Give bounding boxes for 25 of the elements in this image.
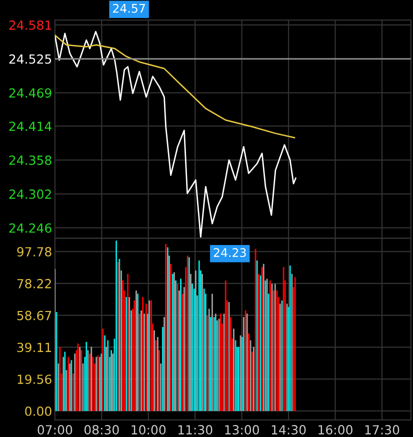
annotation: 24.57 — [113, 4, 145, 13]
y-tick-label: 24.469 — [9, 88, 52, 98]
annotation: 24.23 — [214, 248, 246, 258]
line-series — [54, 34, 296, 138]
y-tick-label: 0.00 — [25, 406, 52, 416]
y-tick-label: 24.302 — [9, 189, 51, 199]
line-series — [54, 30, 296, 238]
x-tick-label: 17:30 — [365, 425, 400, 434]
y-tick-label: 19.56 — [18, 374, 52, 384]
y-tick-label: 39.11 — [17, 342, 51, 352]
y-tick-label: 24.414 — [9, 122, 52, 131]
y-tick-label: 24.358 — [9, 155, 52, 165]
x-tick-label: 08:30 — [84, 425, 119, 434]
y-tick-label: 78.22 — [17, 278, 51, 288]
x-tick-label: 14:30 — [272, 425, 306, 434]
x-tick-label: 07:00 — [38, 425, 72, 434]
y-tick-label: 24.581 — [9, 20, 51, 30]
y-tick-label: 58.67 — [17, 310, 52, 320]
x-tick-label: 10:00 — [132, 425, 166, 434]
y-tick-label: 97.78 — [17, 247, 52, 256]
x-tick-label: 11:30 — [178, 425, 212, 434]
y-tick-label: 24.525 — [9, 54, 52, 64]
x-tick-label: 13:00 — [225, 425, 259, 434]
y-tick-label: 24.246 — [9, 223, 52, 233]
x-tick-label: 16:00 — [318, 425, 352, 434]
